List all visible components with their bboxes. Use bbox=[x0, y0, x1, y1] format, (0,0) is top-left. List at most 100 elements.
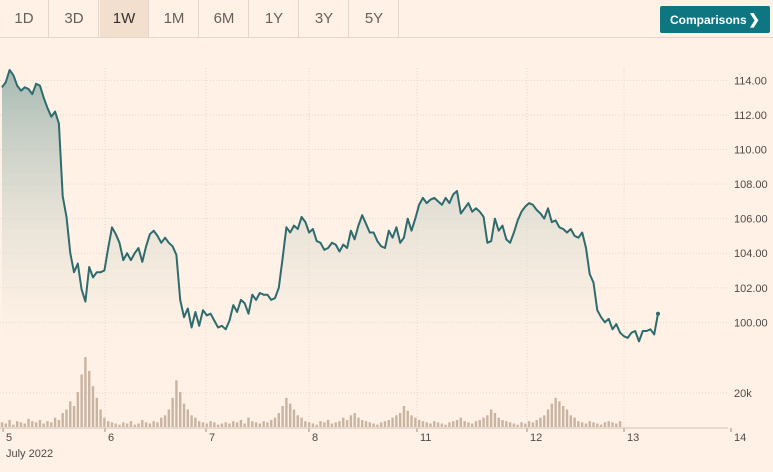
chevron-right-icon: ❯ bbox=[748, 11, 760, 27]
volume-bar bbox=[512, 423, 516, 427]
volume-bar bbox=[387, 420, 390, 427]
volume-bar bbox=[76, 392, 80, 427]
volume-bar bbox=[292, 409, 296, 427]
volume-bar bbox=[565, 409, 569, 427]
volume-bar bbox=[167, 409, 171, 427]
volume-bar bbox=[46, 421, 49, 427]
volume-bar bbox=[304, 421, 307, 427]
volume-bar bbox=[364, 421, 368, 427]
volume-bar bbox=[577, 421, 580, 427]
volume-bar bbox=[262, 421, 265, 427]
volume-bar bbox=[277, 413, 281, 427]
volume-bar bbox=[106, 421, 110, 427]
volume-bar bbox=[455, 420, 459, 427]
volume-bars bbox=[0, 357, 622, 427]
volume-bar bbox=[368, 422, 372, 427]
volume-bar bbox=[8, 420, 11, 427]
volume-bar bbox=[114, 423, 117, 427]
volume-bar bbox=[383, 421, 387, 427]
volume-bar bbox=[31, 421, 34, 427]
volume-bar bbox=[137, 423, 140, 427]
volume-bar bbox=[417, 420, 421, 427]
volume-bar bbox=[372, 423, 375, 427]
volume-bar bbox=[596, 423, 599, 427]
range-tab-3y[interactable]: 3Y bbox=[300, 0, 349, 37]
volume-bar bbox=[531, 422, 535, 427]
volume-bar bbox=[15, 421, 19, 427]
x-tick-label: 12 bbox=[530, 432, 542, 444]
price-area bbox=[2, 70, 658, 350]
volume-bar bbox=[12, 424, 15, 427]
volume-bar bbox=[440, 423, 444, 427]
volume-bar bbox=[19, 422, 23, 427]
volume-bar bbox=[618, 421, 622, 427]
volume-bar bbox=[129, 421, 133, 427]
x-tick-label: 6 bbox=[108, 432, 114, 444]
volume-bar bbox=[452, 421, 455, 427]
volume-bar bbox=[592, 422, 595, 427]
volume-bar bbox=[520, 422, 523, 427]
volume-bar bbox=[247, 417, 250, 427]
x-tick-label: 11 bbox=[420, 432, 431, 444]
volume-bar bbox=[133, 424, 136, 427]
volume-bar bbox=[421, 421, 425, 427]
volume-bar bbox=[402, 406, 406, 427]
volume-bar bbox=[224, 422, 227, 427]
volume-bar bbox=[80, 374, 83, 427]
volume-bar bbox=[53, 417, 57, 427]
y-tick-label: 104.00 bbox=[734, 248, 768, 260]
x-tick-label: 7 bbox=[209, 432, 215, 444]
volume-bar bbox=[216, 424, 220, 427]
volume-bar bbox=[182, 403, 186, 427]
range-tab-1y[interactable]: 1Y bbox=[250, 0, 299, 37]
volume-bar bbox=[505, 421, 508, 427]
volume-bar bbox=[156, 422, 159, 427]
volume-bar bbox=[95, 397, 98, 427]
volume-bar bbox=[558, 401, 561, 427]
volume-bar bbox=[300, 417, 303, 427]
volume-bar bbox=[285, 397, 288, 427]
volume-bar bbox=[148, 423, 152, 427]
volume-bar bbox=[429, 423, 432, 427]
volume-bar bbox=[266, 422, 269, 427]
volume-bar bbox=[163, 415, 167, 427]
range-tab-3d[interactable]: 3D bbox=[50, 0, 99, 37]
volume-bar bbox=[391, 417, 394, 427]
range-tab-1m[interactable]: 1M bbox=[150, 0, 199, 37]
volume-bar bbox=[251, 421, 254, 427]
volume-bar bbox=[38, 420, 42, 427]
volume-bar bbox=[524, 423, 527, 427]
volume-bar bbox=[50, 422, 53, 427]
volume-tick-label: 20k bbox=[734, 388, 752, 400]
volume-bar bbox=[482, 417, 485, 427]
volume-bar bbox=[444, 424, 447, 427]
x-axis-month-label: July 2022 bbox=[6, 448, 53, 460]
volume-bar bbox=[326, 420, 330, 427]
volume-bar bbox=[398, 413, 402, 427]
range-tab-1w[interactable]: 1W bbox=[100, 0, 149, 37]
volume-bar bbox=[125, 423, 129, 427]
volume-bar bbox=[599, 424, 603, 427]
volume-bar bbox=[23, 423, 26, 427]
volume-bar bbox=[448, 422, 451, 427]
volume-bar bbox=[186, 409, 190, 427]
volume-bar bbox=[209, 421, 212, 427]
volume-bar bbox=[527, 421, 531, 427]
volume-bar bbox=[254, 422, 258, 427]
range-tab-5y[interactable]: 5Y bbox=[350, 0, 399, 37]
range-tab-6m[interactable]: 6M bbox=[200, 0, 249, 37]
volume-bar bbox=[349, 415, 353, 427]
volume-bar bbox=[554, 397, 557, 427]
comparisons-button[interactable]: Comparisons ❯ bbox=[660, 6, 770, 33]
volume-bar bbox=[34, 422, 38, 427]
volume-bar bbox=[220, 423, 224, 427]
volume-bar bbox=[288, 403, 292, 427]
volume-bar bbox=[99, 409, 102, 427]
volume-bar bbox=[603, 422, 607, 427]
x-tick-label: 8 bbox=[312, 432, 318, 444]
volume-bar bbox=[573, 417, 576, 427]
volume-bar bbox=[258, 423, 262, 427]
volume-bar bbox=[342, 417, 345, 427]
volume-bar bbox=[319, 421, 322, 427]
range-tab-1d[interactable]: 1D bbox=[0, 0, 49, 37]
